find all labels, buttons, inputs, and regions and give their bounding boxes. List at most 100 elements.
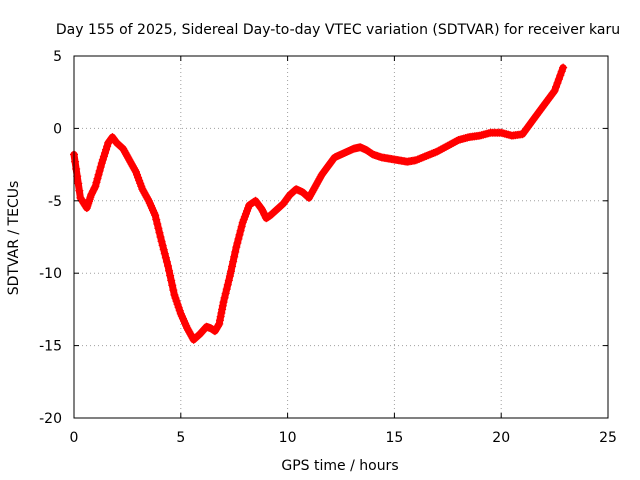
data-point (214, 321, 223, 330)
data-point (93, 174, 102, 183)
data-point (151, 211, 160, 220)
y-tick-label: 0 (53, 121, 62, 137)
data-point (102, 145, 111, 154)
data-point (218, 305, 227, 314)
data-point (420, 152, 429, 161)
data-point (552, 82, 561, 91)
data-series (70, 63, 568, 344)
data-point (215, 319, 224, 328)
data-point (222, 285, 231, 294)
data-point (235, 230, 244, 239)
x-tick-label: 10 (279, 430, 297, 446)
data-point (91, 182, 100, 191)
data-point (72, 164, 81, 173)
data-point (153, 219, 162, 228)
data-point (168, 281, 177, 290)
data-point (161, 253, 170, 262)
x-tick-label: 15 (385, 430, 403, 446)
data-point (162, 257, 171, 266)
data-point (99, 152, 108, 161)
data-point (100, 149, 109, 158)
data-point (230, 252, 239, 261)
data-point (223, 280, 232, 289)
data-point (450, 137, 459, 146)
data-point (418, 153, 427, 162)
data-point (163, 261, 172, 270)
data-point (427, 149, 436, 158)
data-point (216, 312, 225, 321)
data-point (417, 154, 426, 163)
data-point (426, 150, 434, 159)
y-tick-label: 5 (53, 49, 62, 65)
data-point (556, 71, 565, 80)
data-point (217, 309, 226, 318)
data-point (159, 245, 168, 254)
data-point (97, 159, 106, 168)
data-point (413, 155, 422, 164)
data-point (155, 228, 164, 237)
data-point (92, 178, 101, 187)
data-point (166, 271, 175, 280)
data-point (215, 316, 224, 325)
data-point (234, 234, 243, 243)
data-point (218, 301, 227, 310)
x-axis: 0 5 10 15 20 25 (70, 56, 617, 446)
data-point (74, 179, 83, 188)
data-point (411, 156, 420, 165)
data-point (158, 241, 167, 250)
data-point (554, 75, 563, 84)
data-point (440, 143, 449, 152)
data-point (167, 276, 176, 285)
data-point (231, 247, 240, 256)
data-point (436, 145, 445, 154)
y-tick-label: -5 (48, 194, 62, 210)
data-point (220, 293, 229, 302)
data-point (424, 151, 433, 160)
data-point (73, 172, 82, 181)
data-point (157, 237, 166, 246)
data-point (221, 289, 230, 298)
data-point (169, 286, 178, 295)
y-axis-label: SDTVAR / TECUs (6, 181, 22, 296)
data-point (228, 262, 237, 271)
data-point (422, 151, 431, 160)
data-point (143, 194, 152, 203)
data-point (224, 276, 233, 285)
data-point (226, 267, 235, 276)
data-point (160, 249, 169, 258)
grid-lines (74, 56, 608, 418)
data-point (229, 257, 238, 266)
data-point (415, 154, 424, 163)
data-point (232, 243, 241, 252)
y-tick-label: -20 (39, 411, 62, 427)
data-point (152, 215, 161, 224)
x-tick-label: 25 (599, 430, 617, 446)
data-point (445, 140, 454, 149)
data-point (94, 170, 103, 179)
data-point (452, 136, 461, 145)
data-point (438, 144, 447, 153)
data-point (95, 166, 104, 175)
y-axis: 5 0 -5 -10 -15 -20 (39, 49, 608, 427)
data-point (429, 149, 438, 158)
data-point (559, 63, 568, 72)
plot-frame (73, 55, 609, 419)
x-tick-label: 5 (176, 430, 185, 446)
data-point (154, 224, 163, 233)
data-point (71, 157, 80, 166)
x-axis-label: GPS time / hours (281, 458, 398, 474)
y-tick-label: -15 (39, 339, 62, 355)
data-point (130, 165, 139, 174)
data-point (443, 141, 452, 150)
chart-title: Day 155 of 2025, Sidereal Day-to-day VTE… (56, 22, 620, 38)
data-point (434, 146, 443, 155)
data-point (237, 222, 246, 231)
data-point (165, 266, 174, 275)
data-point (550, 86, 559, 95)
data-point (233, 239, 242, 248)
data-point (156, 233, 165, 241)
x-tick-label: 20 (492, 430, 510, 446)
data-point (433, 147, 442, 156)
data-point (225, 272, 234, 281)
